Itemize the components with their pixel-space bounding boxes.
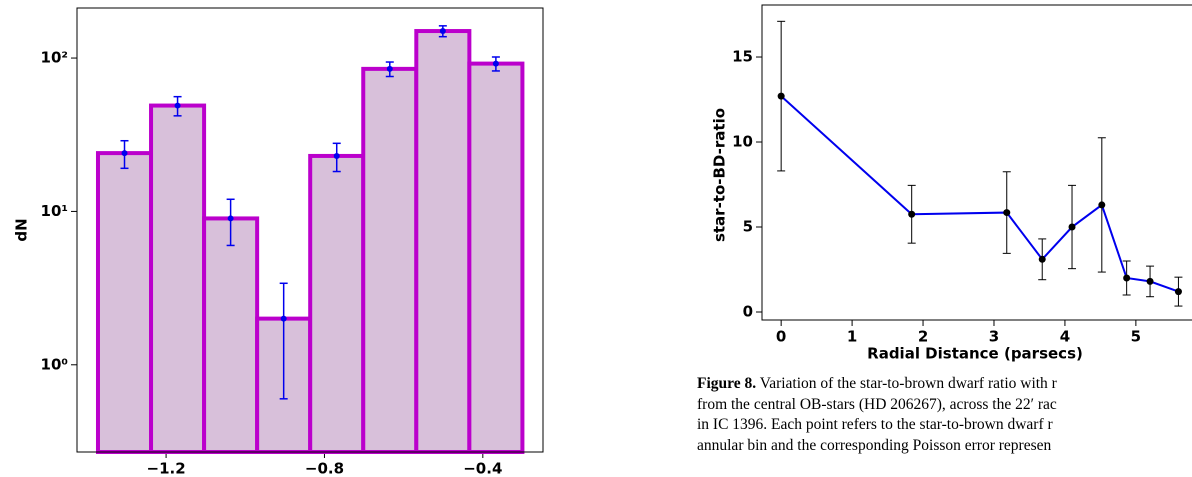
x-tick-label: 1 [847,328,857,346]
bar [361,66,419,454]
bar [467,61,525,454]
axes-frame [761,4,1192,321]
x-tick-label: 4 [1060,328,1070,346]
y-tick-label: 5 [743,218,753,236]
point [1146,277,1154,285]
point [227,215,234,222]
x-tick-label: −1.2 [147,460,186,477]
bar [149,103,207,454]
x-axis-label: Radial Distance (parsecs) [867,345,1083,363]
caption: Figure 8. Variation of the star-to-brown… [697,374,1192,456]
caption-text: Variation of the star-to-brown dwarf rat… [759,375,1057,392]
point [908,210,916,218]
x-tick-label: −0.8 [305,460,344,477]
line [780,95,1179,293]
y-tick-label: 10 [732,133,753,151]
point [492,60,499,67]
point [1098,201,1106,209]
point [333,152,340,159]
x-tick-label: 2 [918,328,928,346]
caption-label: Figure 8. [697,375,757,392]
y-axis-label: star-to-BD-ratio [711,108,729,242]
y-tick-label: 10¹ [41,202,68,220]
y-tick-label: 10⁰ [41,355,68,373]
x-tick-label: −0.4 [463,460,502,477]
point [280,315,287,322]
point [1068,223,1076,231]
point [174,102,181,109]
y-axis-label: dN [13,218,31,241]
point [439,28,446,35]
bar [308,153,366,454]
caption-line: in IC 1396. Each point refers to the sta… [697,416,1053,433]
caption-line: annular bin and the corresponding Poisso… [697,436,1052,454]
point [1038,255,1046,263]
bar [414,29,472,455]
caption-line: Figure 8. Variation of the star-to-brown… [697,374,1192,395]
point [1003,209,1011,217]
x-tick-label: 0 [776,328,786,346]
bar [202,216,260,454]
point [121,150,128,157]
caption-line: from the central OB-stars (HD 206267), a… [697,395,1057,413]
point [386,65,393,72]
point [1174,288,1182,296]
point [1123,274,1131,282]
axes-frame [76,7,544,453]
y-tick-label: 15 [732,48,753,66]
y-tick-label: 0 [743,303,753,321]
bar [95,151,154,455]
x-tick-label: 3 [989,328,999,346]
y-tick-label: 10² [41,49,68,67]
point [777,92,785,100]
x-tick-label: 5 [1131,328,1141,346]
